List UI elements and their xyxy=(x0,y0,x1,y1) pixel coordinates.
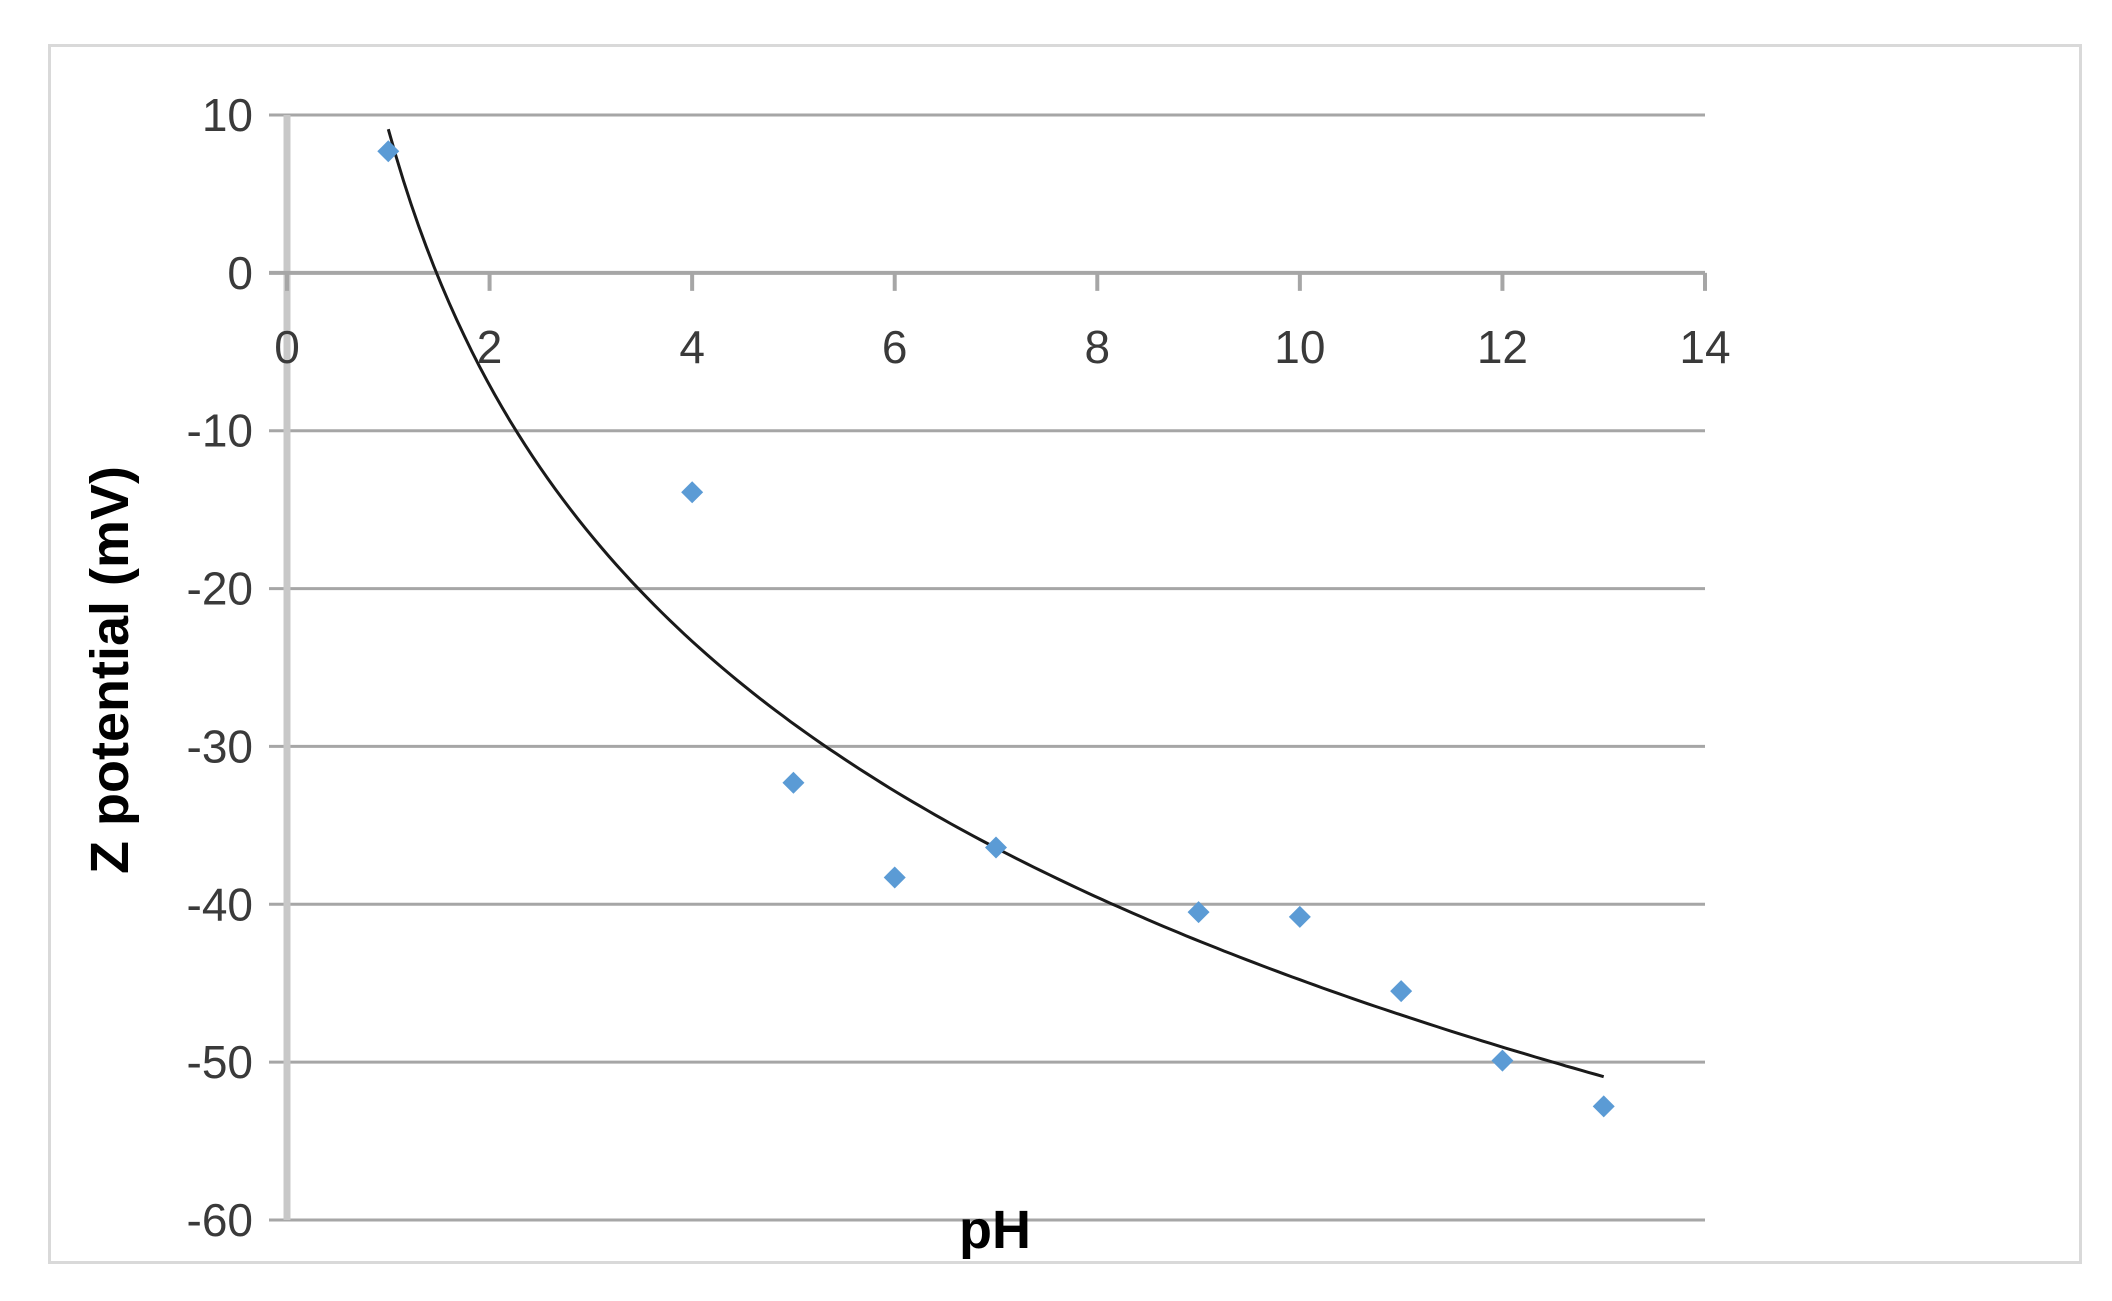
data-point xyxy=(1288,905,1311,928)
y-tick-label: -40 xyxy=(187,878,253,930)
y-axis-title: Z potential (mV) xyxy=(80,466,140,874)
gridlines xyxy=(269,113,1705,1222)
y-tick-label: -60 xyxy=(187,1194,253,1246)
x-tick-label: 8 xyxy=(1084,321,1110,373)
x-tick-label: 10 xyxy=(1274,321,1325,373)
data-point xyxy=(681,481,704,504)
data-point xyxy=(782,771,805,794)
axes xyxy=(269,115,1707,1220)
y-tick-label: -30 xyxy=(187,720,253,772)
x-tick-label: 4 xyxy=(679,321,705,373)
x-tick-label: 6 xyxy=(882,321,908,373)
x-tick-label: 12 xyxy=(1477,321,1528,373)
x-tick-labels: 0 2 4 6 8 10 12 14 xyxy=(274,321,1730,373)
y-tick-label: 0 xyxy=(227,247,253,299)
data-points xyxy=(377,140,1615,1118)
x-tick-label: 0 xyxy=(274,321,300,373)
y-tick-label: -10 xyxy=(187,405,253,457)
x-axis-title: pH xyxy=(959,1200,1031,1260)
y-tick-labels: 10 0 -10 -20 -30 -40 -50 -60 xyxy=(187,89,253,1246)
y-tick-label: -20 xyxy=(187,563,253,615)
data-point xyxy=(1187,901,1210,924)
x-tick-label: 2 xyxy=(477,321,503,373)
data-point xyxy=(1592,1095,1615,1118)
data-point xyxy=(985,836,1007,859)
data-point xyxy=(1390,980,1413,1003)
data-point xyxy=(883,866,906,889)
y-tick-label: 10 xyxy=(202,89,253,141)
x-tick-label: 14 xyxy=(1679,321,1730,373)
data-point xyxy=(377,140,400,163)
data-point xyxy=(1491,1049,1514,1072)
y-tick-label: -50 xyxy=(187,1036,253,1088)
